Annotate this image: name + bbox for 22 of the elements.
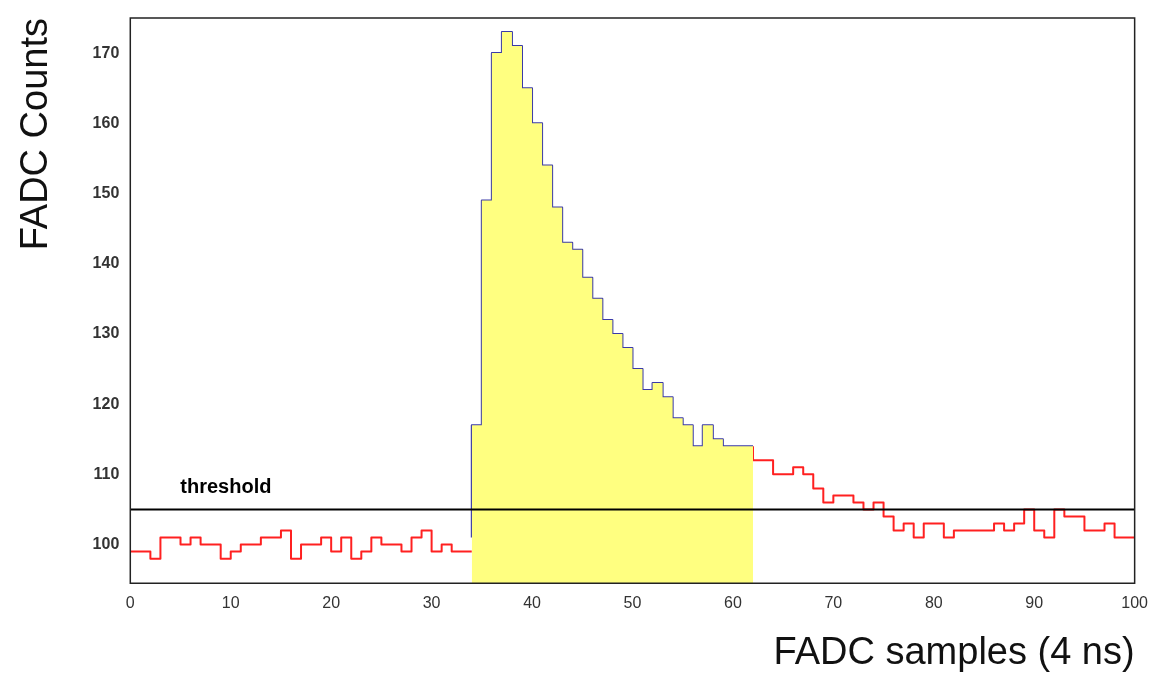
y-tick-label: 140 (92, 254, 120, 272)
y-axis-title: FADC Counts (13, 18, 56, 251)
x-tick-label: 30 (422, 594, 441, 612)
x-tick-label: 60 (724, 594, 742, 612)
x-tick-label: 50 (623, 594, 642, 612)
x-tick-label: 10 (221, 594, 240, 612)
ref-line-label: threshold (180, 474, 272, 497)
x-tick-label: 100 (1121, 594, 1149, 612)
x-axis-title: FADC samples (4 ns) (773, 629, 1135, 672)
x-tick-label: 80 (924, 594, 943, 612)
x-tick-label: 90 (1025, 594, 1044, 612)
y-tick-label: 150 (92, 183, 120, 201)
y-tick-label: 100 (92, 534, 120, 552)
y-tick-label: 120 (92, 394, 120, 412)
y-tick-label: 160 (92, 113, 120, 131)
x-tick-label: 40 (523, 594, 542, 612)
y-tick-label: 130 (92, 324, 120, 342)
x-tick-label: 0 (125, 594, 135, 612)
x-tick-label: 20 (322, 594, 341, 612)
x-tick-label: 70 (824, 594, 843, 612)
y-tick-label: 110 (93, 464, 120, 482)
y-tick-label: 170 (92, 43, 120, 61)
